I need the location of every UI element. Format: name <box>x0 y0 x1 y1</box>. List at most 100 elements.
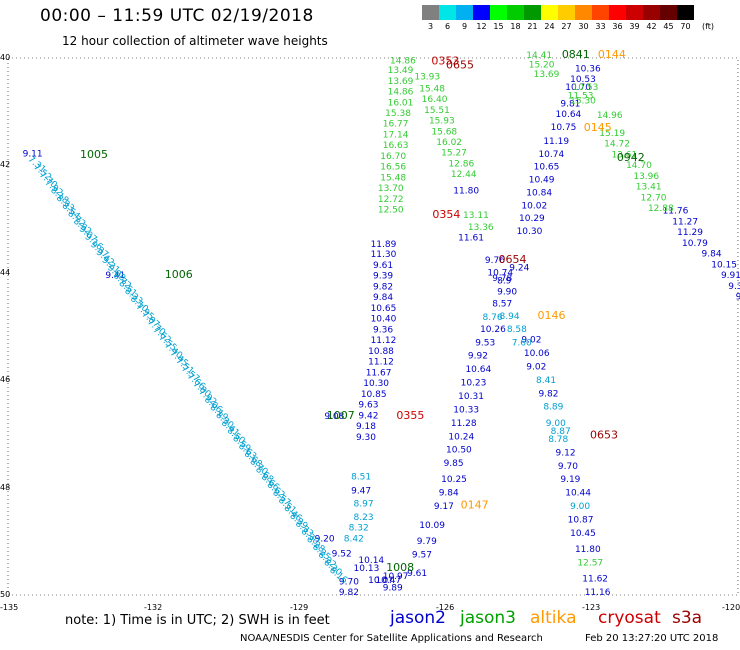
swh-label: 10.79 <box>682 239 708 249</box>
lon-label: -129 <box>290 603 309 612</box>
colorbar-swatch <box>558 5 575 20</box>
swh-label: 11.53 <box>568 91 594 101</box>
swh-label: 15.30 <box>570 97 596 107</box>
swh-label: 10.09 <box>419 521 445 531</box>
colorbar-tick: 36 <box>612 22 623 31</box>
swh-label: 15.48 <box>419 84 445 94</box>
swh-label: 10.33 <box>453 405 479 415</box>
swh-label: 11.89 <box>371 240 397 250</box>
swh-label: 11.29 <box>677 228 703 238</box>
swh-label: 14.86 <box>390 56 416 66</box>
swh-label: 10.65 <box>371 304 397 314</box>
swh-label: 13.96 <box>633 172 659 182</box>
lon-label: -135 <box>0 603 19 612</box>
swh-label: 14.41 <box>526 51 552 61</box>
swh-label: 10.84 <box>526 188 552 198</box>
legend-cryosat: cryosat <box>598 608 661 628</box>
swh-label: 8.97 <box>354 499 374 509</box>
swh-label: 10.75 <box>551 123 577 133</box>
swh-label: 13.61 <box>611 150 637 160</box>
swh-label: 9.82 <box>339 588 359 598</box>
swh-label: 13.11 <box>463 211 489 221</box>
swh-label: 9.63 <box>358 401 378 411</box>
lon-label: -123 <box>582 603 601 612</box>
swh-label: 15.51 <box>424 106 450 116</box>
swh-label: 10.0? <box>368 576 393 586</box>
credit-line: NOAA/NESDIS Center for Satellite Applica… <box>240 633 543 644</box>
legend-jason3: jason3 <box>460 608 516 628</box>
swh-label: 10.50 <box>446 446 472 456</box>
swh-label: 10.36 <box>575 64 601 74</box>
swh-label: 13.69 <box>388 77 414 87</box>
swh-label: 10.25 <box>441 475 467 485</box>
swh-label: 10.29 <box>519 214 545 224</box>
colorbar-swatch <box>490 5 507 20</box>
colorbar-tick: 42 <box>646 22 657 31</box>
swh-label: 16.56 <box>380 163 406 173</box>
track-labels: 9.119.419.089.209.5210.1310.149.709.8210… <box>23 48 740 598</box>
swh-label: 9.12 <box>556 448 576 458</box>
swh-label: 9.61 <box>373 261 393 271</box>
swh-label: 15.68 <box>431 127 457 137</box>
colorbar-tick: 15 <box>493 22 504 31</box>
swh-label: 9.81 <box>560 99 580 109</box>
swh-label: 10.97 <box>383 572 409 582</box>
swh-label: 9.70 <box>339 577 359 587</box>
swh-label: 8.32 <box>349 524 369 534</box>
swh-label: 9.84 <box>439 489 459 499</box>
swh-label: 10.13 <box>354 564 380 574</box>
swh-label: 10.64 <box>465 365 491 375</box>
pass-time-label: 0353 <box>431 54 459 67</box>
swh-label: 8.76 <box>483 313 503 323</box>
swh-label: 12.86 <box>448 159 474 169</box>
pass-time-label: 0942 <box>617 151 645 164</box>
swh-label: 11.28 <box>451 419 477 429</box>
colorbar-tick: 21 <box>527 22 538 31</box>
swh-label: 11.12 <box>371 336 397 346</box>
swh-label: 12.88 <box>648 204 674 214</box>
swh-label: 9.52 <box>332 549 352 559</box>
swh-label: 9.20 <box>315 534 335 544</box>
swh-label: 10.14 <box>358 556 384 566</box>
swh-label: 15.38 <box>385 109 411 119</box>
lon-label: -120 <box>722 603 740 612</box>
swh-label: 8.57 <box>492 300 512 310</box>
swh-label: 9.24 <box>509 264 529 274</box>
swh-label: 12.50 <box>378 206 404 216</box>
lon-label: -126 <box>436 603 455 612</box>
pass-time-label: 0655 <box>446 59 474 72</box>
swh-label: 11.12 <box>368 358 394 368</box>
swh-label: 9.30 <box>728 282 740 292</box>
legend-jason2: jason2 <box>390 608 446 628</box>
swh-label: 9.08 <box>324 412 344 422</box>
swh-label: 16.63 <box>383 141 409 151</box>
swh-label: 7.60 <box>512 338 532 348</box>
swh-label: 8.51 <box>351 473 371 483</box>
swh-label: 10.47 <box>375 576 401 586</box>
swh-label: 8.41 <box>536 376 556 386</box>
generated-timestamp: Feb 20 13:27:20 UTC 2018 <box>585 633 719 644</box>
legend-s3a: s3a <box>672 608 703 628</box>
lat-label: 50 <box>0 590 11 599</box>
swh-label: 9.18 <box>356 422 376 432</box>
swh-label: 8.89 <box>543 403 563 413</box>
swh-label: 13.69 <box>534 70 560 80</box>
pass-time-label: 1005 <box>80 148 108 161</box>
swh-label: 15.20 <box>529 61 555 71</box>
colorbar-tick: 9 <box>461 22 468 31</box>
lat-label: 46 <box>0 375 11 385</box>
swh-label: 9.90 <box>497 287 517 297</box>
swh-label: 16.77 <box>383 120 409 130</box>
colorbar-swatch <box>541 5 558 20</box>
pass-time-label: 1007 <box>327 409 355 422</box>
swh-label: 10.64 <box>556 110 582 120</box>
swh-label: 12.72 <box>378 195 404 205</box>
swh-label: 16.40 <box>422 95 448 105</box>
colorbar-swatch <box>575 5 592 20</box>
swh-label: 9.84 <box>702 250 722 260</box>
swh-label: 9.57 <box>412 550 432 560</box>
swh-label: 11.16 <box>585 588 611 598</box>
swh-label: 9.02 <box>526 362 546 372</box>
map-subtitle: 12 hour collection of altimeter wave hei… <box>62 34 328 48</box>
